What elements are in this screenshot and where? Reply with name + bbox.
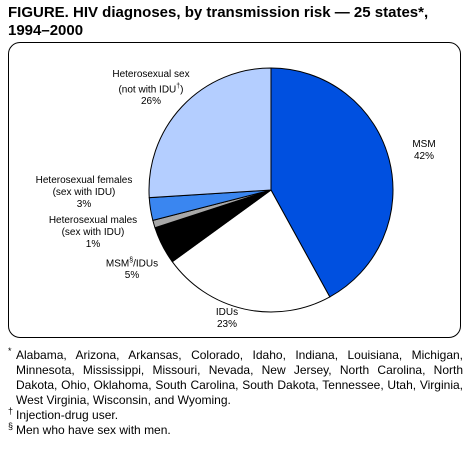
label-het-sex-l2: (not with IDU†) — [95, 81, 207, 96]
footnote-msm: § Men who have sex with men. — [8, 421, 463, 438]
label-het-males-l2: (sex with IDU) — [61, 227, 125, 238]
chart-frame: MSM 42% IDUs 23% MSM§/IDUs 5% Heterosexu… — [8, 42, 461, 338]
pie-chart — [148, 67, 394, 313]
label-het-males: Heterosexual males (sex with IDU) 1% — [37, 215, 149, 251]
footnotes: * Alabama, Arizona, Arkansas, Colorado, … — [8, 346, 463, 438]
label-idus: IDUs 23% — [204, 307, 250, 331]
footnote-idu: † Injection-drug user. — [8, 406, 463, 423]
footnote-msm-text: Men who have sex with men. — [16, 423, 171, 437]
pie-slice-5 — [148, 67, 272, 199]
label-het-females-pct: 3% — [76, 199, 92, 210]
label-het-sex-pct: 26% — [140, 96, 161, 108]
label-het-sex: Heterosexual sex (not with IDU†) 26% — [95, 69, 207, 108]
pie-slice-0 — [270, 67, 394, 298]
label-msm-idus-b: /IDUs — [133, 258, 159, 270]
label-msm-idus-pct: 5% — [124, 270, 140, 282]
label-het-males-pct: 1% — [85, 239, 101, 250]
footnote-states-mark: * — [8, 346, 12, 356]
label-het-sex-l2b: ) — [180, 84, 184, 96]
label-het-females-l2: (sex with IDU) — [52, 187, 116, 198]
label-msm-idus-name: MSM§/IDUs — [97, 255, 167, 270]
label-idus-pct: 23% — [216, 319, 237, 330]
footnote-msm-mark: § — [8, 421, 14, 431]
footnote-idu-mark: † — [8, 406, 14, 416]
label-msm-idus-a: MSM — [105, 258, 130, 270]
label-msm-name: MSM — [412, 139, 436, 150]
label-msm: MSM 42% — [401, 139, 447, 163]
label-het-males-l1: Heterosexual males — [48, 215, 138, 226]
footnote-states-text: Alabama, Arizona, Arkansas, Colorado, Id… — [16, 348, 463, 407]
label-het-sex-l2a: (not with IDU — [118, 84, 177, 96]
footnote-states: * Alabama, Arizona, Arkansas, Colorado, … — [8, 346, 463, 408]
label-msm-pct: 42% — [413, 151, 434, 162]
pie-slice-1 — [171, 189, 331, 313]
label-msm-idus: MSM§/IDUs 5% — [97, 255, 167, 282]
label-het-females-l1: Heterosexual females — [35, 175, 133, 186]
label-het-females: Heterosexual females (sex with IDU) 3% — [21, 175, 147, 211]
label-idus-name: IDUs — [215, 307, 239, 318]
chart-title: FIGURE. HIV diagnoses, by transmission r… — [8, 4, 429, 39]
label-het-sex-sup: † — [176, 83, 181, 90]
footnote-idu-text: Injection-drug user. — [16, 408, 119, 422]
label-het-sex-l1: Heterosexual sex — [112, 69, 190, 80]
label-msm-idus-sup: § — [129, 257, 134, 264]
